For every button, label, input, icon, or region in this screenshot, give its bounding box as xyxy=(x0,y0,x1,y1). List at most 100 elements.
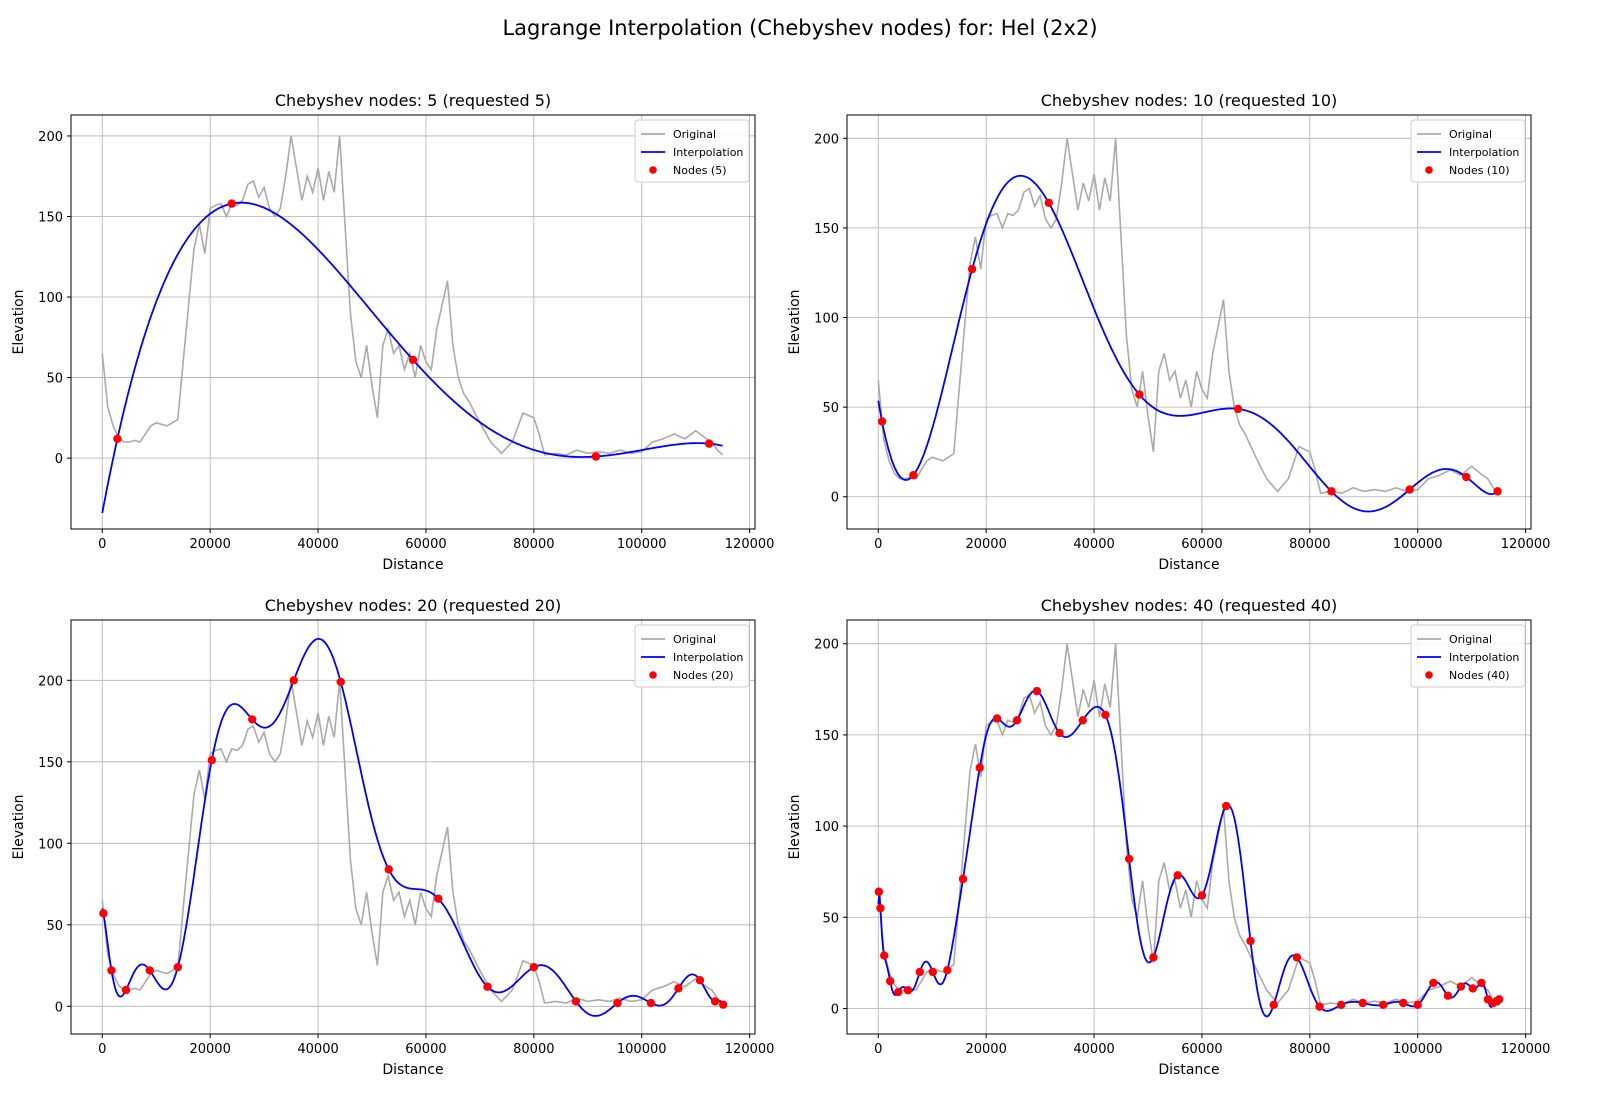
node-point xyxy=(903,986,913,995)
y-tick-label: 100 xyxy=(814,312,839,327)
y-tick-label: 200 xyxy=(38,130,63,145)
y-axis-label: Elevation xyxy=(11,289,27,354)
series-interpolation-line xyxy=(877,174,1500,513)
node-point xyxy=(1149,953,1158,962)
figure-title: Lagrange Interpolation (Chebyshev nodes)… xyxy=(502,16,1098,40)
node-point xyxy=(613,998,622,1008)
node-point xyxy=(958,874,968,884)
node-point xyxy=(434,894,443,903)
x-tick-label: 20000 xyxy=(189,1042,230,1057)
node-point xyxy=(876,903,885,913)
legend-nodes-label: Nodes (5) xyxy=(673,164,727,177)
x-tick-label: 80000 xyxy=(513,537,554,552)
node-point xyxy=(1292,953,1302,962)
legend-original-label: Original xyxy=(673,128,716,141)
node-point xyxy=(1358,998,1367,1008)
node-point xyxy=(99,909,108,918)
node-point xyxy=(1032,686,1042,696)
node-point xyxy=(928,967,937,977)
axes-frame xyxy=(70,619,756,1035)
node-point xyxy=(646,998,656,1008)
x-tick-label: 100000 xyxy=(1393,1042,1443,1057)
y-tick-label: 100 xyxy=(814,820,839,835)
node-point xyxy=(107,966,116,975)
node-point xyxy=(967,264,977,274)
node-point xyxy=(1477,978,1486,988)
axes-frame xyxy=(846,619,1532,1035)
node-point xyxy=(1429,978,1438,988)
x-axis-label: Distance xyxy=(382,1062,443,1078)
node-point xyxy=(591,452,601,461)
legend: Original Interpolation Nodes (40) xyxy=(1410,624,1526,688)
node-point xyxy=(1462,472,1471,482)
axes-frame xyxy=(846,114,1532,530)
node-point xyxy=(1468,984,1477,993)
y-tick-label: 0 xyxy=(831,491,839,506)
node-point xyxy=(1222,801,1231,811)
x-tick-label: 60000 xyxy=(405,537,446,552)
node-point xyxy=(1315,1002,1324,1011)
node-point xyxy=(909,471,918,480)
y-tick-label: 50 xyxy=(822,401,839,416)
x-tick-label: 40000 xyxy=(297,1042,338,1057)
node-point xyxy=(1398,998,1408,1008)
y-axis-label: Elevation xyxy=(787,289,803,354)
x-tick-label: 100000 xyxy=(1393,537,1443,552)
legend-box xyxy=(634,119,750,183)
x-tick-label: 60000 xyxy=(1181,537,1222,552)
x-axis-label: Distance xyxy=(1158,1062,1219,1078)
node-point xyxy=(718,1000,728,1009)
x-tick-label: 0 xyxy=(874,537,882,552)
subplot-1: 0 20000 40000 60000 80000 100000 120000 0 50 100 1… xyxy=(11,91,774,573)
y-axis-label: Elevation xyxy=(11,794,27,859)
legend-nodes-swatch xyxy=(649,166,657,174)
node-point xyxy=(1233,404,1243,414)
legend: Original Interpolation Nodes (5) xyxy=(634,119,750,183)
subplot-title: Chebyshev nodes: 10 (requested 10) xyxy=(1041,91,1338,110)
x-tick-label: 0 xyxy=(98,1042,106,1057)
legend-box xyxy=(634,624,750,688)
node-point xyxy=(1101,710,1110,720)
x-tick-label: 0 xyxy=(98,537,106,552)
x-tick-label: 80000 xyxy=(1289,1042,1330,1057)
node-point xyxy=(1055,728,1064,738)
y-tick-label: 100 xyxy=(38,837,63,852)
y-tick-label: 150 xyxy=(814,729,839,744)
node-point xyxy=(1135,390,1144,399)
x-tick-label: 60000 xyxy=(1181,1042,1222,1057)
legend-interpolation-label: Interpolation xyxy=(1449,146,1519,159)
node-point xyxy=(674,984,683,993)
subplot-3: 0 20000 40000 60000 80000 100000 120000 0 50 100 1… xyxy=(11,596,774,1078)
node-point xyxy=(1124,854,1134,864)
node-point xyxy=(1405,485,1414,494)
y-axis-label: Elevation xyxy=(787,794,803,859)
legend-nodes-swatch xyxy=(649,671,657,679)
x-tick-label: 40000 xyxy=(297,537,338,552)
node-point xyxy=(336,677,345,687)
y-tick-label: 0 xyxy=(55,452,63,467)
node-point xyxy=(1494,995,1504,1004)
legend-nodes-label: Nodes (10) xyxy=(1449,164,1510,177)
legend-interpolation-label: Interpolation xyxy=(673,146,743,159)
node-point xyxy=(121,985,131,995)
node-point xyxy=(1012,716,1022,725)
legend-nodes-label: Nodes (40) xyxy=(1449,669,1510,682)
y-tick-label: 150 xyxy=(814,222,839,237)
legend-nodes-swatch xyxy=(1425,671,1433,679)
node-point xyxy=(529,962,539,972)
node-point xyxy=(1336,1000,1346,1010)
node-point xyxy=(384,865,393,874)
node-point xyxy=(992,714,1002,723)
legend-interpolation-label: Interpolation xyxy=(673,651,743,664)
x-tick-label: 60000 xyxy=(405,1042,446,1057)
node-point xyxy=(571,997,581,1006)
node-point xyxy=(1173,871,1182,880)
node-point xyxy=(227,199,236,208)
node-point xyxy=(483,982,492,991)
legend-original-label: Original xyxy=(673,633,716,646)
subplot-2: 0 20000 40000 60000 80000 100000 120000 0 50 100 1… xyxy=(787,91,1550,573)
y-tick-label: 150 xyxy=(38,210,63,225)
y-tick-label: 150 xyxy=(38,756,63,771)
grid xyxy=(71,115,755,529)
